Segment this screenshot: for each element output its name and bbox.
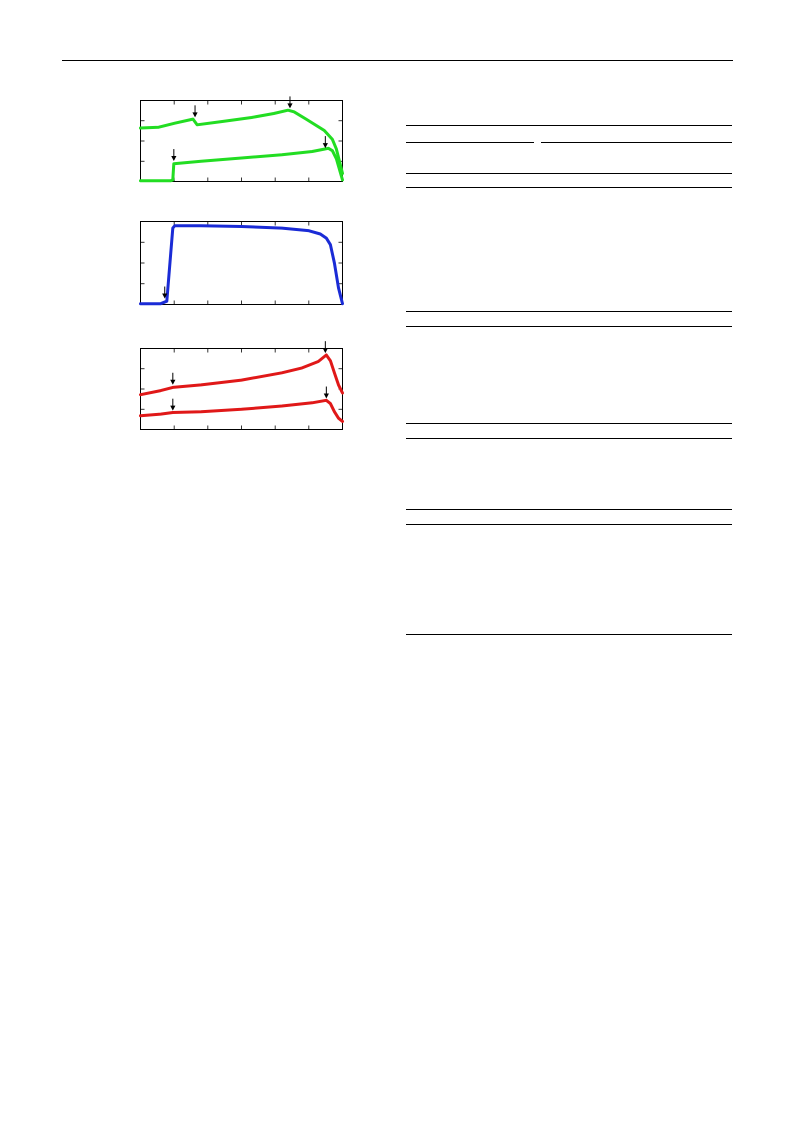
arrow-marker bbox=[170, 398, 176, 411]
table-section-rule bbox=[406, 326, 732, 328]
arrow-head bbox=[170, 405, 176, 411]
table-group-rule-left bbox=[406, 142, 534, 143]
chart-panel-blue bbox=[139, 221, 344, 306]
series-line-1 bbox=[139, 224, 344, 306]
table-bottom-rule bbox=[406, 634, 732, 636]
table-section-rule bbox=[406, 438, 732, 440]
series-line-1 bbox=[139, 353, 344, 397]
arrow-head bbox=[322, 348, 328, 354]
arrow-marker bbox=[162, 286, 168, 299]
table-section-rule bbox=[406, 524, 732, 526]
page-header-rule bbox=[62, 60, 733, 62]
arrow-marker bbox=[192, 105, 198, 118]
arrow-marker bbox=[323, 386, 329, 399]
table-section-rule bbox=[406, 187, 732, 189]
table-section-rule bbox=[406, 509, 732, 510]
series-line-2 bbox=[139, 146, 344, 183]
arrow-head bbox=[322, 143, 328, 149]
arrow-marker bbox=[171, 149, 177, 162]
arrow-marker bbox=[287, 96, 293, 109]
arrow-head bbox=[171, 156, 177, 162]
chart-panel-red bbox=[139, 341, 344, 430]
plot-frame bbox=[140, 100, 343, 182]
series-line-2 bbox=[139, 398, 344, 423]
arrow-head bbox=[162, 293, 168, 299]
table-section-rule bbox=[406, 423, 732, 424]
table-group-rule-right bbox=[541, 142, 732, 143]
chart-panel-green bbox=[139, 96, 344, 183]
arrow-head bbox=[287, 103, 293, 109]
series-line-1 bbox=[139, 108, 344, 175]
arrow-head bbox=[192, 112, 198, 118]
table-section-rule bbox=[406, 311, 732, 312]
arrow-marker bbox=[170, 372, 176, 385]
arrow-marker bbox=[322, 136, 328, 149]
arrow-head bbox=[170, 379, 176, 385]
table-top-rule bbox=[406, 125, 732, 127]
arrow-head bbox=[323, 393, 329, 399]
table-header-rule bbox=[406, 173, 732, 174]
arrow-marker bbox=[322, 341, 328, 354]
